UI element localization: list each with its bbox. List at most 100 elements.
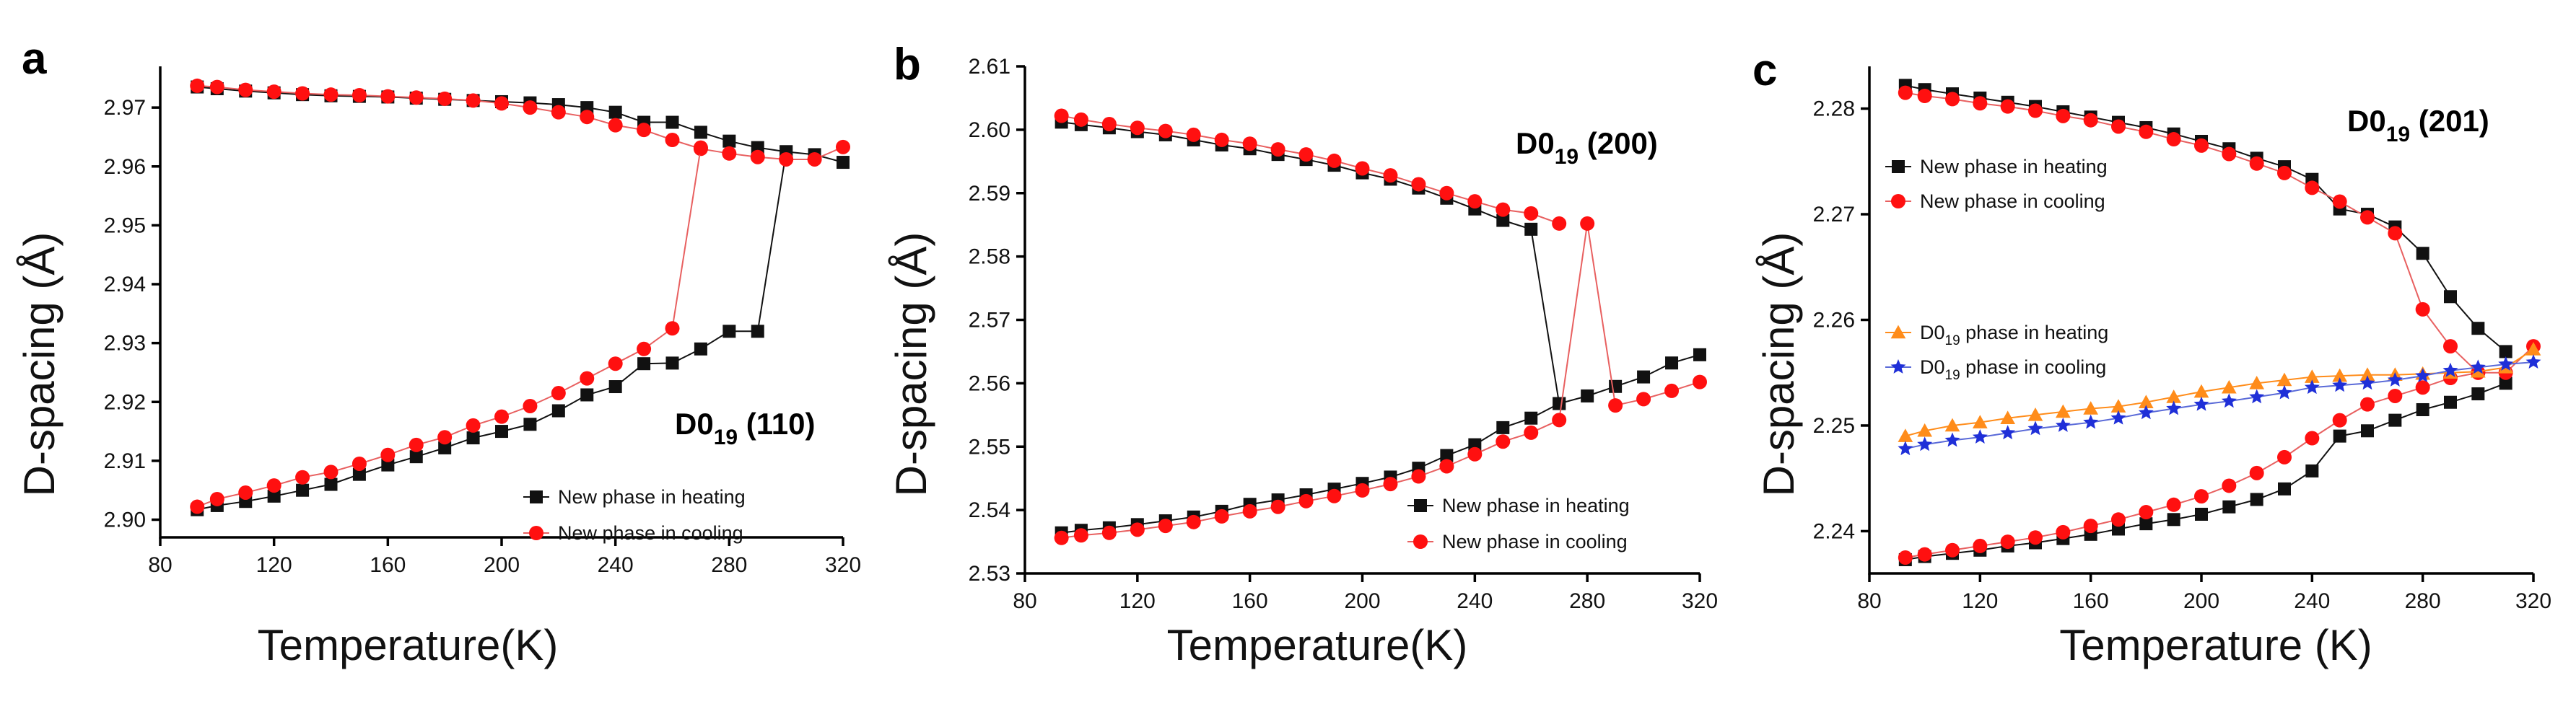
x-tick-label: 120 <box>1962 589 1998 613</box>
data-point <box>1917 436 1933 452</box>
data-point <box>1440 449 1454 462</box>
data-point <box>2471 387 2485 401</box>
data-point <box>1664 383 1680 398</box>
data-point <box>1580 216 1595 231</box>
phase-label-c: D019 (201) <box>2347 104 2489 146</box>
data-point <box>2332 413 2347 428</box>
data-point <box>437 430 453 445</box>
data-point <box>2166 389 2182 403</box>
data-point <box>1355 161 1370 176</box>
legend-marker <box>1891 194 1905 208</box>
x-tick-label: 160 <box>2073 589 2109 613</box>
data-point <box>2276 384 2292 400</box>
data-point <box>1496 434 1511 449</box>
data-point <box>1973 538 1988 553</box>
plot-area-c: 80 120 160 200 240 280 320 2.24 2.25 2.26 2.27 2.28… <box>1813 66 2551 613</box>
data-point <box>2166 132 2181 147</box>
data-point <box>1298 493 1314 509</box>
data-point <box>2083 519 2098 534</box>
data-point <box>2444 395 2457 409</box>
data-point <box>2000 425 2016 440</box>
data-point <box>2277 165 2292 180</box>
data-point <box>190 78 205 93</box>
data-point <box>1054 108 1069 123</box>
data-point <box>266 478 281 493</box>
data-point <box>1214 509 1229 524</box>
data-point <box>665 133 680 148</box>
x-axis-title-b: Temperature(K) <box>1167 621 1468 669</box>
data-point <box>2083 113 2098 128</box>
data-point <box>1553 397 1566 410</box>
y-tick-label: 2.54 <box>969 498 1010 522</box>
data-point <box>2027 407 2043 421</box>
data-point <box>1972 415 1988 428</box>
x-tick-label: 160 <box>370 553 406 577</box>
data-point <box>2194 489 2209 504</box>
data-point <box>1898 441 1913 456</box>
data-point <box>2222 146 2237 162</box>
data-point <box>1467 446 1483 462</box>
data-point <box>2277 449 2292 465</box>
y-tick-label: 2.57 <box>969 309 1010 333</box>
data-point <box>2388 388 2403 403</box>
data-point <box>637 123 652 138</box>
data-point <box>238 485 253 500</box>
legend-label: New phase in cooling <box>558 522 743 544</box>
data-point <box>2360 210 2375 225</box>
series-line <box>1905 371 2479 558</box>
data-point <box>267 489 281 503</box>
x-tick-label: 320 <box>1682 589 1718 613</box>
data-point <box>1101 116 1117 131</box>
data-point <box>637 341 652 356</box>
data-point <box>1945 92 1960 107</box>
data-point <box>2167 513 2180 527</box>
data-point <box>295 86 310 101</box>
data-point <box>2139 505 2154 520</box>
data-point <box>238 82 253 97</box>
data-point <box>608 356 623 371</box>
data-point <box>2525 342 2541 356</box>
x-tick-label: 240 <box>598 553 634 577</box>
data-point <box>1242 503 1257 519</box>
data-point <box>608 118 623 133</box>
data-point <box>495 425 508 439</box>
data-point <box>551 386 566 401</box>
data-point <box>1552 413 1567 428</box>
data-point <box>2138 395 2154 409</box>
x-tick-label: 160 <box>1232 589 1268 613</box>
data-point <box>266 84 281 100</box>
data-point <box>1439 459 1454 474</box>
data-point <box>1355 483 1370 498</box>
data-point <box>381 458 395 472</box>
y-axis-title-c: D-spacing (Å) <box>1755 232 1803 497</box>
data-point <box>2332 377 2348 392</box>
data-point <box>466 418 481 433</box>
data-point <box>1130 522 1145 537</box>
data-point <box>409 90 424 105</box>
data-point <box>1637 370 1651 384</box>
legend-label: New phase in heating <box>1442 495 1630 516</box>
data-point <box>1496 202 1511 217</box>
data-point <box>1411 469 1426 484</box>
data-point <box>2193 384 2209 398</box>
data-point <box>466 93 481 108</box>
y-tick-label: 2.59 <box>969 182 1010 206</box>
y-tick-label: 2.56 <box>969 371 1010 395</box>
data-point <box>693 140 708 155</box>
data-point <box>2415 380 2430 395</box>
phase-label-sub: 19 <box>714 426 738 449</box>
data-point <box>580 110 595 125</box>
data-point <box>296 483 310 497</box>
data-point <box>2498 356 2514 371</box>
phase-label-sub: 19 <box>2386 123 2410 146</box>
data-point <box>2110 410 2126 425</box>
data-point <box>2305 180 2320 195</box>
data-point <box>2056 524 2071 540</box>
data-point <box>1158 123 1173 138</box>
data-point <box>2444 290 2457 304</box>
panel-letter-a: a <box>22 34 47 84</box>
y-tick-label: 2.27 <box>1813 203 1855 226</box>
data-point <box>2249 465 2264 480</box>
data-point <box>295 470 310 485</box>
legend-label: New phase in heating <box>558 486 746 508</box>
